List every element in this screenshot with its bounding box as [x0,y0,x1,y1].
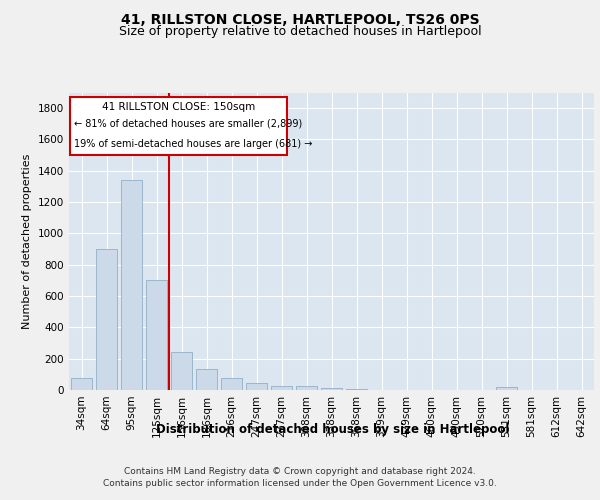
Text: 41 RILLSTON CLOSE: 150sqm: 41 RILLSTON CLOSE: 150sqm [102,102,255,112]
Y-axis label: Number of detached properties: Number of detached properties [22,154,32,329]
Bar [96,249,117,390]
Text: ← 81% of detached houses are smaller (2,899): ← 81% of detached houses are smaller (2,… [74,118,302,128]
Text: Contains public sector information licensed under the Open Government Licence v3: Contains public sector information licen… [103,479,497,488]
Text: 19% of semi-detached houses are larger (681) →: 19% of semi-detached houses are larger (… [74,138,313,148]
Bar [196,369,217,390]
Bar [171,352,192,390]
Bar [121,180,142,390]
Text: Contains HM Land Registry data © Crown copyright and database right 2024.: Contains HM Land Registry data © Crown c… [124,468,476,476]
Bar [496,387,517,390]
Bar [296,386,317,390]
Bar [321,388,342,390]
Text: 41, RILLSTON CLOSE, HARTLEPOOL, TS26 0PS: 41, RILLSTON CLOSE, HARTLEPOOL, TS26 0PS [121,12,479,26]
Text: Size of property relative to detached houses in Hartlepool: Size of property relative to detached ho… [119,25,481,38]
Bar [71,378,92,390]
Bar [271,386,292,390]
Bar [346,389,367,390]
Bar [70,97,287,155]
Text: Distribution of detached houses by size in Hartlepool: Distribution of detached houses by size … [157,422,509,436]
Bar [146,280,167,390]
Bar [246,383,267,390]
Bar [221,378,242,390]
